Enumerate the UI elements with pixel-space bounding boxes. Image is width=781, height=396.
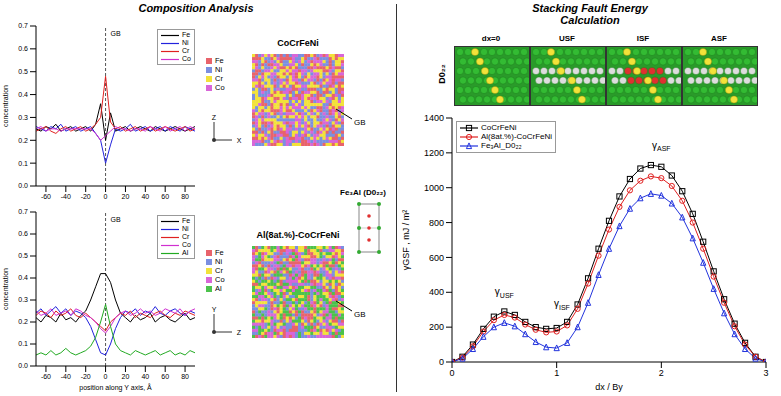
- svg-text:0.2: 0.2: [18, 318, 28, 325]
- svg-text:60: 60: [161, 373, 169, 380]
- svg-text:Z: Z: [212, 114, 217, 121]
- svg-text:0.5: 0.5: [18, 68, 28, 75]
- html-text:Al: Al: [215, 284, 222, 293]
- svg-text:-40: -40: [61, 373, 71, 380]
- svg-text:concentration: concentration: [2, 268, 9, 310]
- svg-text:0.3: 0.3: [18, 296, 28, 303]
- svg-text:γASF: γASF: [652, 140, 671, 153]
- svg-text:0.0: 0.0: [18, 182, 28, 189]
- svg-text:-20: -20: [81, 193, 91, 200]
- svg-text:80: 80: [181, 193, 189, 200]
- html-text:Al(8at.%)-CoCrFeNi: Al(8at.%)-CoCrFeNi: [481, 132, 553, 142]
- svg-text:dx / By: dx / By: [595, 382, 623, 392]
- html-text:Co: Co: [182, 241, 191, 249]
- svg-text:concentration: concentration: [2, 85, 9, 127]
- html-text:USF: USF: [559, 34, 575, 43]
- svg-text:0: 0: [104, 373, 108, 380]
- html-text:Fe: Fe: [215, 56, 224, 65]
- svg-text:0.4: 0.4: [18, 91, 28, 98]
- svg-text:60: 60: [161, 193, 169, 200]
- svg-text:GB: GB: [111, 216, 121, 223]
- svg-text:GB: GB: [354, 118, 366, 127]
- svg-text:Y: Y: [212, 306, 217, 313]
- html-text:ASF: ASF: [711, 34, 727, 43]
- svg-text:-60: -60: [41, 193, 51, 200]
- html-text:Fe: Fe: [215, 248, 224, 257]
- svg-text:80: 80: [181, 373, 189, 380]
- html-text:Cr: Cr: [215, 266, 223, 275]
- svg-text:800: 800: [429, 218, 444, 228]
- svg-text:Z: Z: [237, 329, 242, 336]
- html-text:Cr: Cr: [215, 74, 223, 83]
- svg-text:400: 400: [429, 287, 444, 297]
- html-text:Cr: Cr: [182, 47, 190, 55]
- html-text:Fe: Fe: [182, 31, 191, 38]
- svg-text:20: 20: [122, 373, 130, 380]
- html-text:Ni: Ni: [215, 65, 223, 74]
- svg-text:-40: -40: [61, 193, 71, 200]
- html-text:Ni: Ni: [182, 225, 189, 232]
- svg-text:200: 200: [429, 322, 444, 332]
- svg-text:0.2: 0.2: [18, 137, 28, 144]
- html-text:Co: Co: [182, 55, 191, 63]
- html-text:Fe: Fe: [182, 217, 191, 224]
- html-text:CoCrFeNi: CoCrFeNi: [481, 123, 517, 132]
- svg-text:X: X: [237, 137, 242, 144]
- html-text:Cr: Cr: [182, 233, 190, 241]
- svg-text:1000: 1000: [424, 183, 444, 193]
- svg-text:1: 1: [554, 368, 559, 378]
- svg-text:0.3: 0.3: [18, 114, 28, 121]
- svg-text:0.1: 0.1: [18, 340, 28, 347]
- svg-text:3: 3: [763, 368, 768, 378]
- svg-text:0: 0: [104, 193, 108, 200]
- svg-text:γISF: γISF: [554, 298, 570, 311]
- html-text:Co: Co: [215, 83, 225, 92]
- svg-text:-60: -60: [41, 373, 51, 380]
- html-text:Ni: Ni: [182, 39, 189, 46]
- svg-text:20: 20: [122, 193, 130, 200]
- svg-text:2: 2: [659, 368, 664, 378]
- html-text:dx=0: dx=0: [481, 34, 501, 43]
- svg-text:0.0: 0.0: [18, 362, 28, 369]
- svg-text:γGSF , mJ / m²: γGSF , mJ / m²: [401, 210, 411, 271]
- svg-text:0.7: 0.7: [18, 208, 28, 215]
- html-text:ISF: ISF: [636, 34, 650, 43]
- svg-text:0.4: 0.4: [18, 274, 28, 281]
- svg-text:0: 0: [439, 357, 444, 367]
- html-text:Ni: Ni: [215, 257, 223, 266]
- html-text:Fe₃Al_D0₂₂: Fe₃Al_D0₂₂: [481, 141, 522, 151]
- svg-text:0.1: 0.1: [18, 160, 28, 167]
- svg-text:1200: 1200: [424, 148, 444, 158]
- svg-text:0.5: 0.5: [18, 252, 28, 259]
- svg-text:0.6: 0.6: [18, 45, 28, 52]
- svg-text:0.6: 0.6: [18, 230, 28, 237]
- svg-text:40: 40: [141, 193, 149, 200]
- html-text:Al(8at.%)-CoCrFeNi: Al(8at.%)-CoCrFeNi: [256, 230, 340, 240]
- svg-text:600: 600: [429, 253, 444, 263]
- svg-text:position along Y axis, Å: position along Y axis, Å: [79, 383, 152, 392]
- svg-text:γUSF: γUSF: [495, 286, 514, 299]
- html-text:Co: Co: [215, 275, 225, 284]
- html-text:Fe₃Al (D0₂₂): Fe₃Al (D0₂₂): [340, 188, 386, 197]
- svg-text:40: 40: [141, 373, 149, 380]
- svg-text:GB: GB: [354, 310, 366, 319]
- svg-text:GB: GB: [111, 30, 121, 37]
- html-text:Composition Analysis: Composition Analysis: [138, 2, 254, 14]
- svg-text:-20: -20: [81, 373, 91, 380]
- svg-text:0: 0: [449, 368, 454, 378]
- svg-text:0.7: 0.7: [18, 22, 28, 29]
- html-text:CoCrFeNi: CoCrFeNi: [277, 38, 319, 48]
- svg-text:1400: 1400: [424, 113, 444, 123]
- html-text:Stacking Fault Energy Calculat: Stacking Fault Energy Calculation: [532, 2, 648, 26]
- html-text:D0₂₂: D0₂₂: [436, 64, 447, 84]
- html-text:Al: Al: [182, 249, 189, 257]
